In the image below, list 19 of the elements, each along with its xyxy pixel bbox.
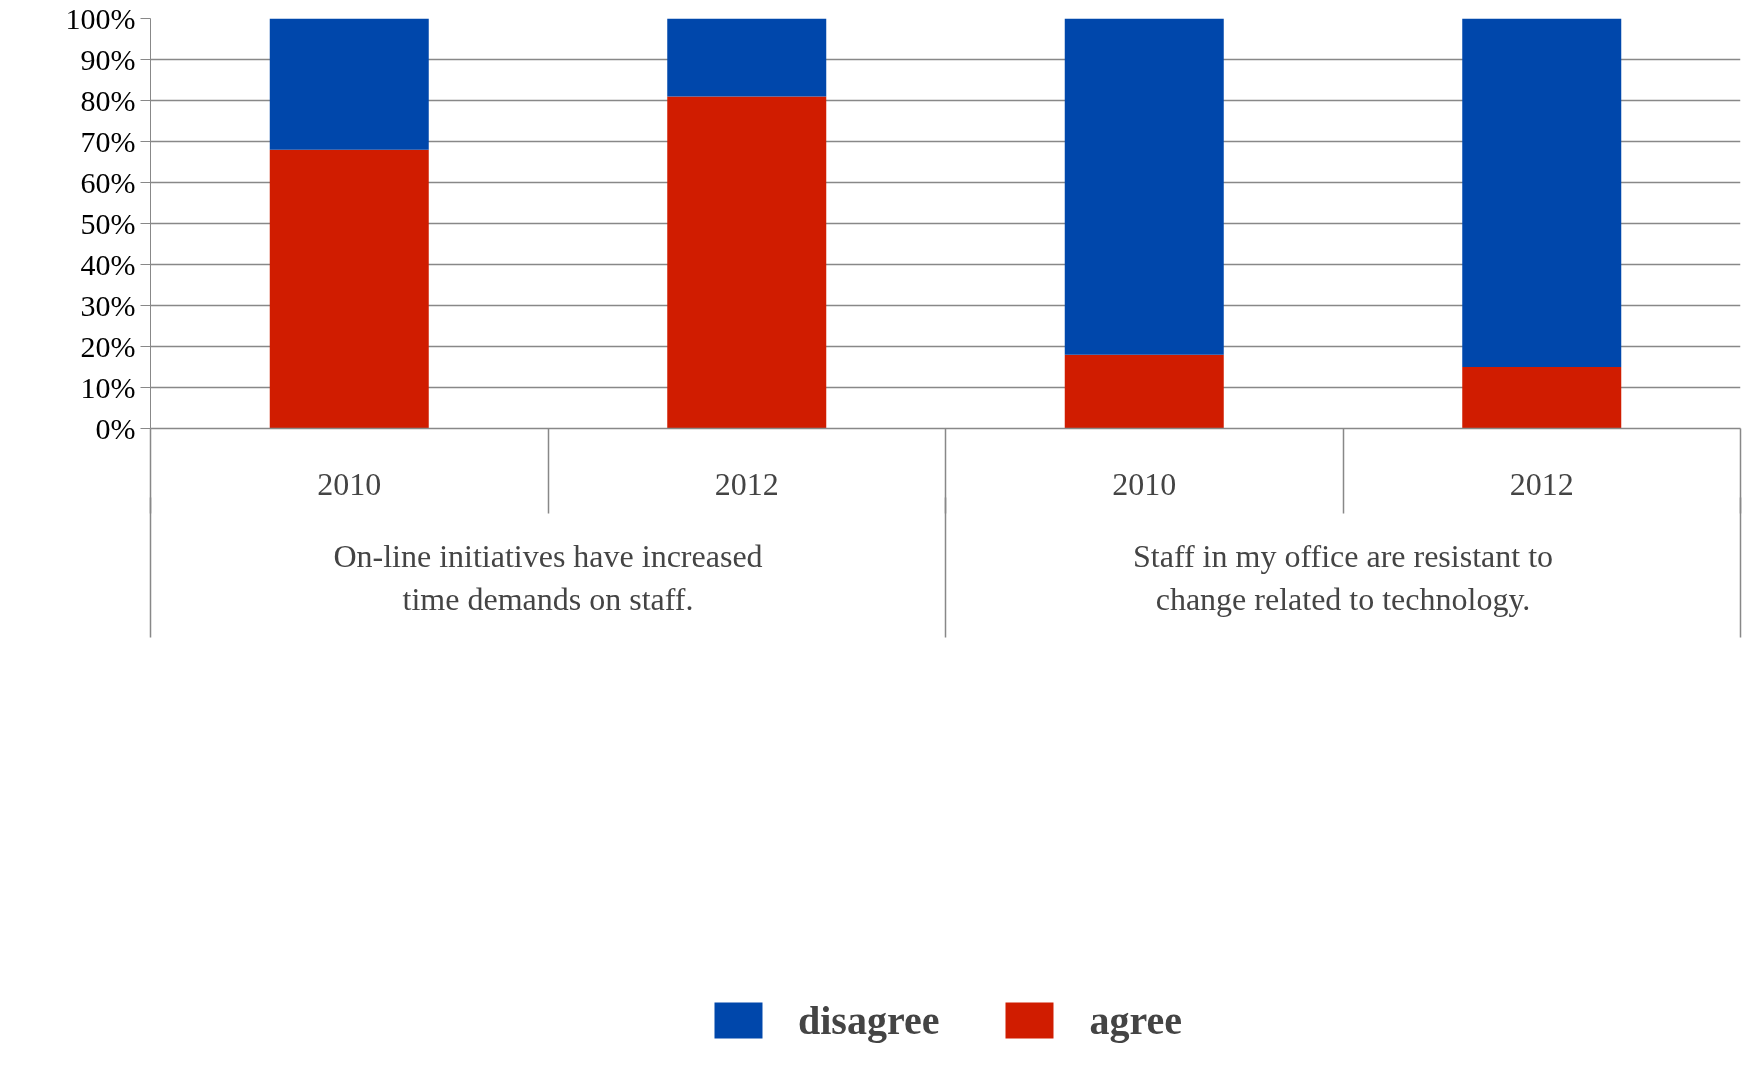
y-tick-label: 80% — [80, 84, 136, 117]
y-tick-label: 70% — [80, 125, 136, 158]
y-tick-label: 100% — [65, 2, 136, 35]
x-tick-label: 2012 — [714, 465, 779, 502]
y-tick-label: 40% — [80, 248, 136, 281]
text: On-line initiatives have increased time demands on staff. — [333, 537, 763, 617]
y-tick-label: 50% — [80, 207, 136, 240]
y-tick-label: 30% — [80, 289, 136, 322]
x-tick-label: 2010 — [1112, 465, 1177, 502]
y-tick-label: 90% — [80, 43, 136, 76]
y-tick-label: 20% — [80, 330, 136, 363]
legend-label: disagree — [797, 996, 940, 1044]
y-tick-label: 0% — [95, 412, 136, 445]
y-tick-label: 60% — [80, 166, 136, 199]
y-tick-label: 10% — [80, 371, 136, 404]
x-tick-label: 2012 — [1509, 465, 1574, 502]
x-tick-label: 2010 — [317, 465, 382, 502]
legend-label: agree — [1089, 996, 1183, 1044]
text: Staff in my office are resistant to change related to technology. — [1132, 537, 1554, 617]
